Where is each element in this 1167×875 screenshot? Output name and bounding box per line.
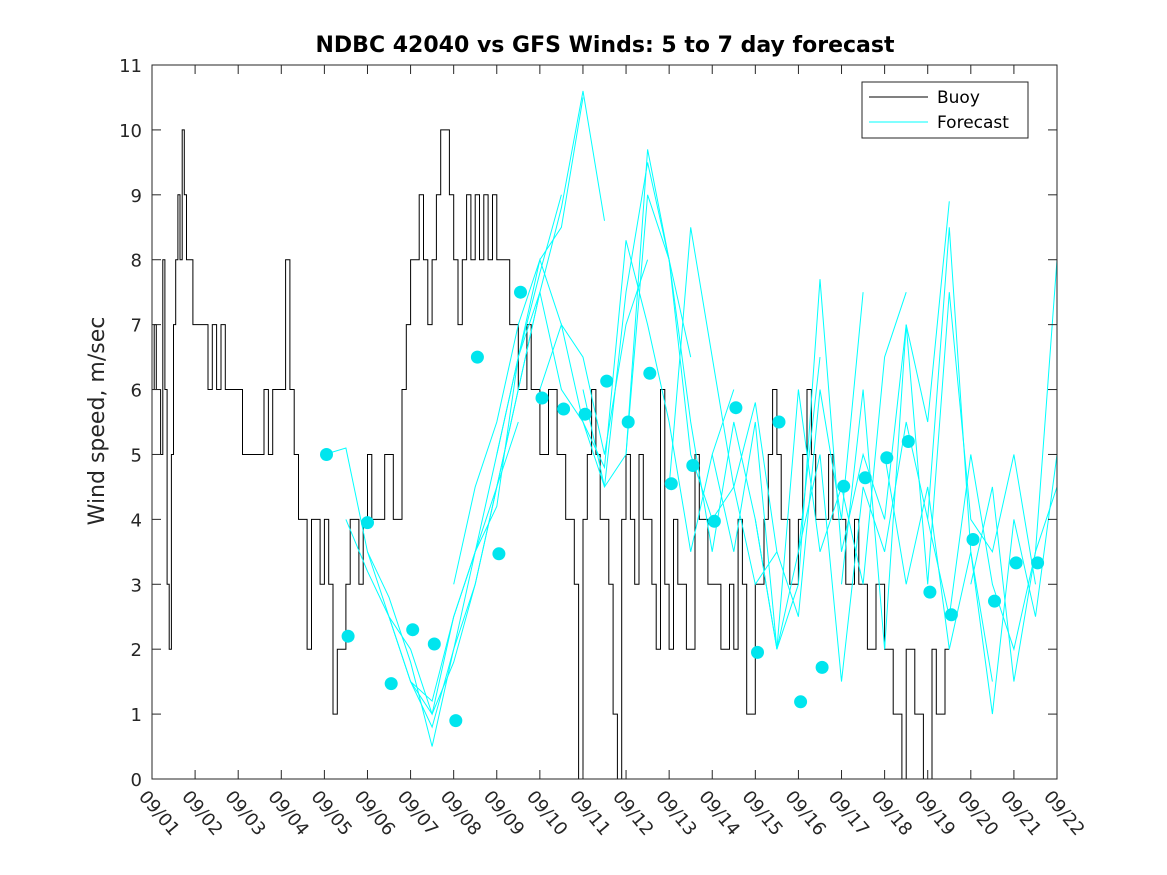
y-tick-label: 4 [131,510,142,531]
forecast-point [535,391,549,405]
x-tick-label: 09/16 [781,787,830,840]
forecast-point [729,401,743,415]
forecast-point [427,637,441,651]
forecast-point [514,285,527,299]
forecast-point [341,629,355,643]
forecast-point [944,608,958,622]
x-tick-label: 09/17 [824,787,873,840]
y-tick-label: 11 [119,56,142,77]
forecast-point [858,471,872,485]
forecast-series-line-13 [754,201,950,650]
y-tick-label: 0 [131,770,142,791]
forecast-point [988,594,1001,608]
forecast-point [449,714,463,728]
forecast-point [320,448,333,461]
forecast-point [772,415,786,429]
forecast-series-line-10 [625,149,821,650]
y-tick-label: 6 [131,381,142,402]
y-tick-label: 3 [131,575,142,596]
y-tick-label: 8 [131,251,142,272]
forecast-series-line-4 [388,97,584,716]
forecast-point [384,677,398,691]
y-tick-label: 1 [131,705,142,726]
legend-box [861,81,1029,139]
forecast-point [600,374,614,388]
x-tick-label: 09/09 [479,787,528,840]
x-tick-label: 09/22 [1039,787,1088,840]
forecast-point [557,402,571,416]
x-tick-label: 09/20 [953,787,1002,840]
forecast-point [664,477,678,491]
x-tick-label: 09/04 [263,787,312,840]
forecast-series-line-12 [711,292,907,650]
forecast-point [406,623,420,637]
plot-frame [151,64,1058,780]
forecast-point [1009,556,1023,570]
forecast-series-line-8 [539,240,735,552]
x-tick-label: 09/08 [436,787,485,840]
x-tick-label: 09/18 [867,787,916,840]
x-tick-label: 09/05 [307,787,356,840]
forecast-point [815,660,829,674]
x-tick-label: 09/15 [737,787,786,840]
x-tick-label: 09/03 [220,787,269,840]
forecast-point [966,533,980,546]
legend: Buoy Forecast [861,81,1029,139]
series-layer [152,90,1058,780]
forecast-point [492,547,506,561]
forecast-point [470,350,484,364]
x-tick-label: 09/01 [134,787,183,840]
forecast-point [901,435,915,448]
forecast-point [880,451,894,465]
forecast-series-line-3 [367,194,562,747]
forecast-point [923,585,937,599]
legend-buoy-label: Buoy [937,88,980,108]
forecast-series-line-5 [410,90,605,729]
forecast-point [794,695,808,709]
x-tick-label: 09/14 [694,787,743,840]
forecast-series-line-15 [841,292,1036,650]
x-tick-label: 09/11 [565,787,614,840]
x-tick-label: 09/07 [393,787,442,840]
x-tick-label: 09/10 [522,787,571,840]
forecast-point [707,514,721,528]
plot-area [152,65,1057,779]
forecast-point [361,516,374,530]
x-tick-label: 09/19 [910,787,959,840]
forecast-series-line-11 [668,227,864,617]
x-tick-label: 09/13 [651,787,700,840]
y-tick-label: 2 [131,640,142,661]
y-tick-label: 5 [131,445,142,466]
y-axis-label: Wind speed, m/sec [85,317,110,526]
forecast-point [837,479,851,493]
forecast-point [686,459,700,472]
forecast-point [751,645,764,659]
y-tick-label: 9 [131,186,142,207]
forecast-point [621,415,635,429]
forecast-point [578,407,592,421]
forecast-point [1031,556,1045,570]
x-tick-label: 09/21 [996,787,1045,840]
forecast-series-line-7 [496,162,692,488]
x-tick-label: 09/02 [177,787,226,840]
y-tick-label: 10 [119,121,142,142]
x-tick-label: 09/06 [350,787,399,840]
x-tick-label: 09/12 [608,787,657,840]
forecast-series-line-18 [970,486,1058,682]
chart-title: NDBC 42040 vs GFS Winds: 5 to 7 day fore… [316,33,895,58]
y-tick-label: 7 [131,316,142,337]
forecast-point [643,366,657,380]
legend-forecast-label: Forecast [937,113,1009,133]
